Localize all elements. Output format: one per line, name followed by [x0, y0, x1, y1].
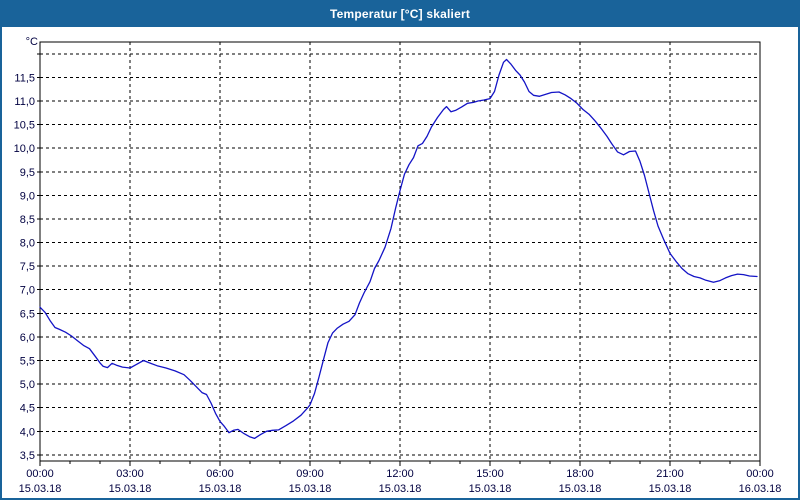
y-unit-label: °C [26, 36, 38, 48]
window-title: Temperatur [°C] skaliert [329, 6, 471, 21]
y-tick-label: 10,0 [14, 143, 35, 155]
x-tick-date-label: 15.03.18 [199, 483, 242, 495]
x-tick-date-label: 15.03.18 [379, 483, 422, 495]
x-tick-time-label: 12:00 [386, 468, 414, 480]
y-tick-label: 4,0 [20, 426, 35, 438]
y-tick-label: 11,0 [14, 96, 35, 108]
y-tick-label: 5,5 [20, 355, 35, 367]
x-tick-time-label: 18:00 [566, 468, 594, 480]
x-tick-date-label: 15.03.18 [109, 483, 152, 495]
y-tick-label: 5,0 [20, 379, 35, 391]
x-tick-date-label: 15.03.18 [649, 483, 692, 495]
y-tick-label: 11,5 [14, 72, 35, 84]
y-tick-label: 7,0 [20, 285, 35, 297]
temperature-line [39, 58, 758, 440]
x-tick-date-label: 15.03.18 [559, 483, 602, 495]
y-tick-label: 9,5 [20, 167, 35, 179]
y-tick-label: 6,5 [20, 308, 35, 320]
y-tick-label: 4,5 [20, 403, 35, 415]
x-tick-time-label: 00:00 [26, 468, 54, 480]
window-titlebar: Temperatur [°C] skaliert [0, 0, 800, 27]
y-tick-label: 8,0 [20, 238, 35, 250]
x-tick-date-label: 15.03.18 [469, 483, 512, 495]
y-tick-label: 9,0 [20, 190, 35, 202]
x-tick-time-label: 03:00 [116, 468, 144, 480]
x-tick-time-label: 06:00 [206, 468, 234, 480]
y-tick-label: 3,5 [20, 450, 35, 462]
x-tick-time-label: 00:00 [746, 468, 774, 480]
x-tick-date-label: 15.03.18 [289, 483, 332, 495]
x-tick-time-label: 21:00 [656, 468, 684, 480]
x-tick-date-label: 15.03.18 [19, 483, 62, 495]
x-tick-time-label: 09:00 [296, 468, 324, 480]
y-tick-label: 10,5 [14, 120, 35, 132]
y-tick-label: 6,0 [20, 332, 35, 344]
y-tick-label: 8,5 [20, 214, 35, 226]
y-tick-label: 7,5 [20, 261, 35, 273]
x-tick-time-label: 15:00 [476, 468, 504, 480]
x-tick-date-label: 16.03.18 [739, 483, 782, 495]
